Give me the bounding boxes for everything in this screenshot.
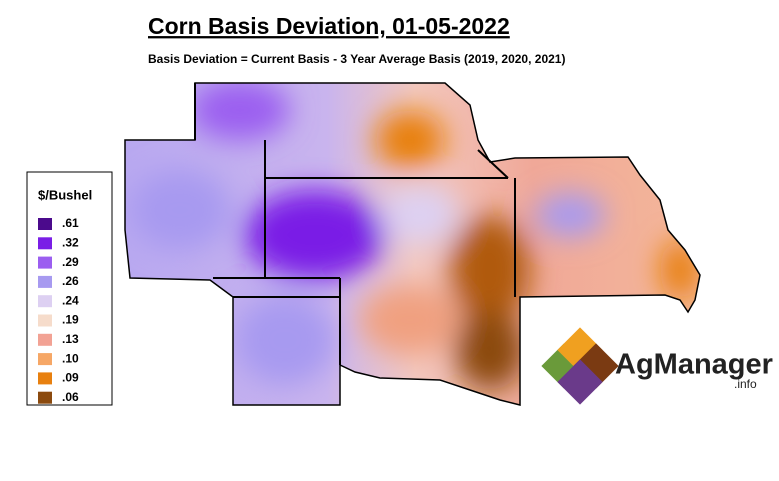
legend-swatch [38,372,52,385]
legend-label: .13 [62,332,79,346]
legend-label: .06 [62,390,79,404]
legend-label: .26 [62,274,79,288]
legend-swatch [38,256,52,269]
legend-title: $/Bushel [38,187,92,202]
legend-swatch [38,295,52,308]
legend-label: .10 [62,351,79,365]
legend-label: .19 [62,313,79,327]
legend-label: .24 [62,293,79,307]
legend-label: .61 [62,216,79,230]
legend-swatch [38,218,52,230]
legend-label: .29 [62,255,79,269]
legend-box [26,171,113,406]
legend-swatch [38,353,52,366]
logo-suffix: .info [734,377,757,391]
legend-swatch [38,333,52,346]
legend-swatch [38,237,52,250]
legend-swatch [38,391,52,404]
logo: AgManager .info [541,327,773,405]
legend-swatch [38,275,52,288]
title: Corn Basis Deviation, 01-05-2022 [148,13,510,39]
legend-label: .32 [62,235,79,249]
legend-label: .09 [62,371,79,385]
state-borders [194,83,516,365]
logo-name: AgManager [615,349,773,381]
subtitle: Basis Deviation = Current Basis - 3 Year… [148,52,565,66]
legend: $/Bushel .61 .32 .29 .26 .24 .19 .13 .10 .09 .06 [26,171,113,406]
legend-swatch [38,314,52,327]
legend-items: .61 .32 .29 .26 .24 .19 .13 .10 .09 .06 [38,216,79,404]
